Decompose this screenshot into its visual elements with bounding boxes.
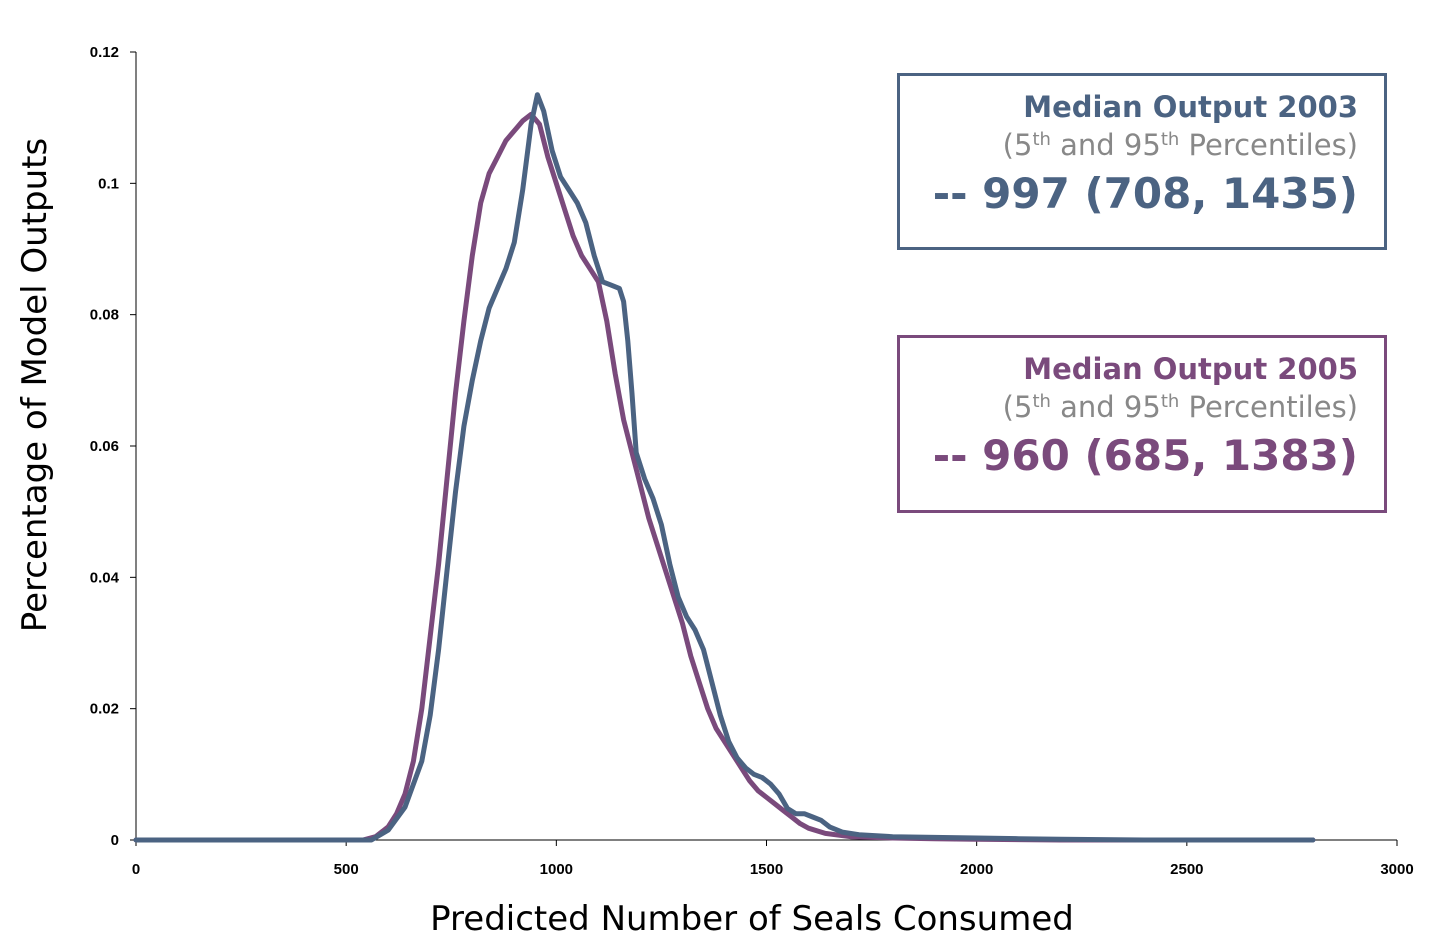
y-tick-label: 0: [111, 832, 119, 849]
y-tick-label: 0.08: [90, 307, 119, 324]
legend-percentiles-2003: (5th and 95th Percentiles): [1002, 128, 1358, 162]
x-tick-label: 2000: [960, 861, 993, 878]
legend-box-2003: Median Output 2003 (5th and 95th Percent…: [897, 73, 1387, 250]
legend-percentiles-2005: (5th and 95th Percentiles): [1002, 390, 1358, 424]
x-axis-title: Predicted Number of Seals Consumed: [430, 899, 1074, 939]
legend-title-2003: Median Output 2003: [1023, 90, 1358, 124]
x-tick-label: 3000: [1380, 861, 1413, 878]
x-tick-label: 0: [132, 861, 140, 878]
x-tick-label: 500: [334, 861, 359, 878]
y-tick-label: 0.02: [90, 701, 119, 718]
y-tick-label: 0.06: [90, 438, 119, 455]
axes: 0 500 1000 1500 2000 2500 3000 0 0.02 0.04 0.06 0.0…: [90, 44, 1414, 878]
y-tick-label: 0.1: [98, 175, 119, 192]
x-tick-label: 1500: [750, 861, 783, 878]
y-tick-label: 0.12: [90, 44, 119, 61]
legend-value-2003: -- 997 (708, 1435): [932, 169, 1358, 218]
legend-box-2005: Median Output 2005 (5th and 95th Percent…: [897, 335, 1387, 513]
x-tick-label: 2500: [1170, 861, 1203, 878]
y-axis-title: Percentage of Model Outputs: [15, 138, 55, 632]
x-tick-label: 1000: [540, 861, 573, 878]
y-tick-label: 0.04: [90, 569, 120, 586]
series-layer: [133, 92, 1316, 843]
series-line-2003: [133, 92, 1316, 843]
legend-title-2005: Median Output 2005: [1023, 352, 1358, 386]
legend-value-2005: -- 960 (685, 1383): [932, 431, 1358, 480]
series-line-2005: [133, 111, 1316, 843]
